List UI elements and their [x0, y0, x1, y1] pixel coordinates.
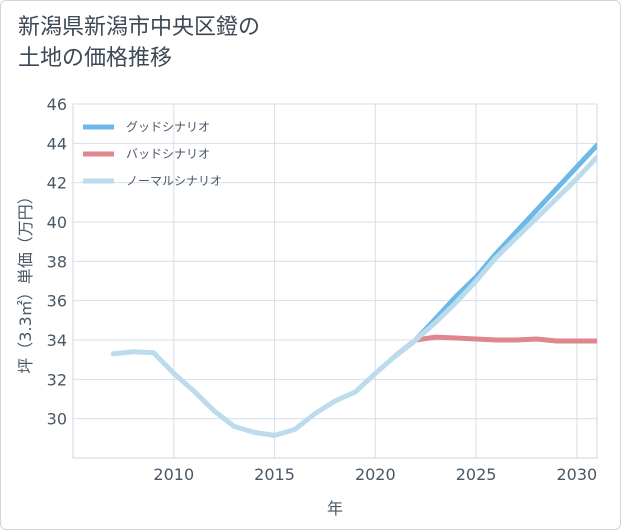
y-axis-label: 坪（3.3㎡）単価（万円）	[16, 188, 35, 373]
title-line-2: 土地の価格推移	[18, 46, 173, 71]
x-tick-label: 2025	[456, 465, 497, 484]
y-tick-label: 46	[47, 95, 67, 114]
x-axis-label: 年	[327, 499, 343, 518]
title-line-1: 新潟県新潟市中央区鐙の	[18, 15, 261, 40]
y-tick-label: 44	[47, 134, 67, 153]
legend-bad-scenario: バッドシナリオ	[83, 147, 210, 161]
x-tick-label: 2015	[254, 465, 295, 484]
legend-label: ノーマルシナリオ	[126, 174, 222, 188]
x-tick-label: 2010	[153, 465, 194, 484]
y-tick-label: 30	[47, 410, 67, 429]
series-layer	[110, 142, 597, 438]
legend-normal-scenario: ノーマルシナリオ	[83, 174, 222, 188]
bad-scenario-line	[393, 334, 597, 359]
y-tick-label: 40	[47, 213, 67, 232]
x-tick-label: 2030	[556, 465, 597, 484]
y-tick-label: 36	[47, 292, 67, 311]
legend-label: グッドシナリオ	[126, 120, 210, 134]
y-tick-label: 32	[47, 370, 67, 389]
y-tick-label: 34	[47, 331, 67, 350]
tick-labels: 30 32 34 36 38 40 42 44 46 2010 2015 2020 2025 2030	[47, 95, 598, 484]
y-tick-label: 42	[47, 174, 67, 193]
legend-good-scenario: グッドシナリオ	[83, 120, 210, 134]
normal-scenario-line	[110, 154, 597, 438]
legend-label: バッドシナリオ	[126, 147, 210, 161]
chart-title: 新潟県新潟市中央区鐙の 土地の価格推移	[18, 12, 418, 74]
y-tick-label: 38	[47, 252, 67, 271]
x-tick-label: 2020	[355, 465, 396, 484]
